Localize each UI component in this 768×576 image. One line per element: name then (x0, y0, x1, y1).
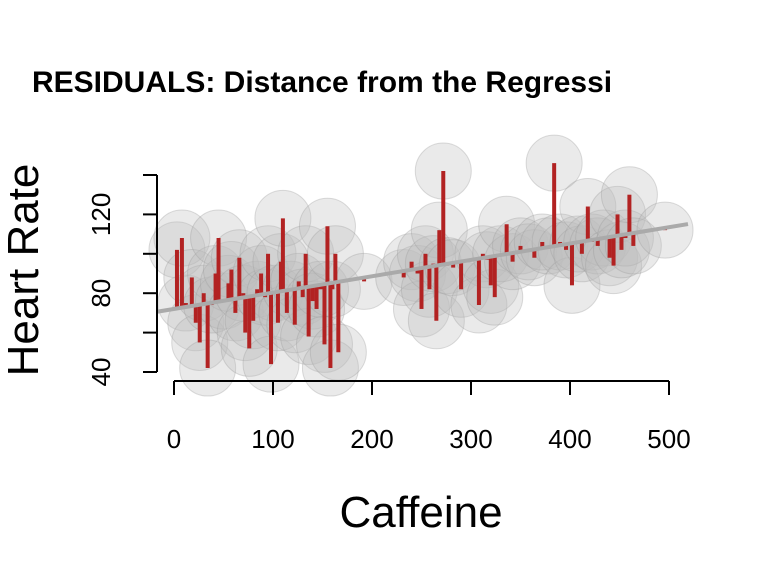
y-tick-label: 120 (86, 193, 116, 236)
residual-segments (174, 163, 668, 369)
y-axis: 40 80 120 (86, 174, 158, 387)
x-tick-label: 0 (167, 424, 181, 454)
x-axis: 0 100 200 300 400 500 (167, 380, 691, 454)
x-tick-label: 400 (548, 424, 591, 454)
x-axis-label: Caffeine (339, 488, 502, 537)
x-tick-label: 300 (449, 424, 492, 454)
x-tick-label: 200 (350, 424, 393, 454)
y-axis-label: Heart Rate (0, 164, 48, 377)
y-tick-label: 80 (86, 279, 116, 308)
x-tick-label: 500 (647, 424, 690, 454)
regression-line (156, 222, 689, 314)
chart-title: RESIDUALS: Distance from the Regressi (32, 66, 612, 99)
y-tick-label: 40 (86, 358, 116, 387)
point-bubbles (148, 134, 694, 397)
x-tick-label: 100 (251, 424, 294, 454)
